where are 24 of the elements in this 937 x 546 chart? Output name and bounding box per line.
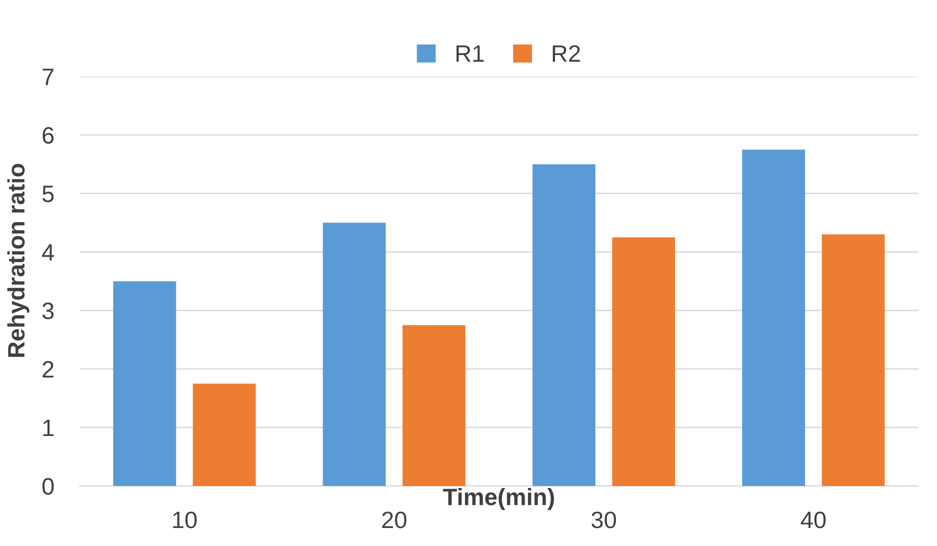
y-tick-label: 1 bbox=[43, 420, 54, 436]
bar bbox=[113, 281, 176, 486]
x-tick-label: 20 bbox=[382, 512, 406, 528]
bar bbox=[402, 325, 466, 486]
y-tick-label: 3 bbox=[42, 302, 54, 320]
bar bbox=[822, 234, 885, 486]
y-tick-label: 7 bbox=[42, 68, 54, 85]
x-axis-title: Time(min) bbox=[443, 488, 554, 510]
y-tick-label: 5 bbox=[42, 186, 54, 202]
bar bbox=[532, 164, 596, 486]
y-tick-label: 6 bbox=[42, 127, 54, 144]
bar bbox=[322, 222, 386, 486]
y-axis-title: Rehydration ratio bbox=[7, 164, 30, 357]
legend-label: R2 bbox=[552, 45, 580, 62]
bar bbox=[612, 237, 676, 486]
legend-label: R1 bbox=[456, 45, 484, 62]
y-tick-label: 0 bbox=[42, 478, 54, 495]
y-tick-label: 2 bbox=[42, 361, 54, 378]
bar bbox=[742, 150, 806, 486]
y-tick-label: 4 bbox=[42, 244, 54, 260]
bar bbox=[192, 384, 256, 486]
x-tick-label: 30 bbox=[592, 512, 616, 528]
x-tick-label: 10 bbox=[173, 512, 197, 528]
x-tick-label: 40 bbox=[800, 512, 826, 528]
